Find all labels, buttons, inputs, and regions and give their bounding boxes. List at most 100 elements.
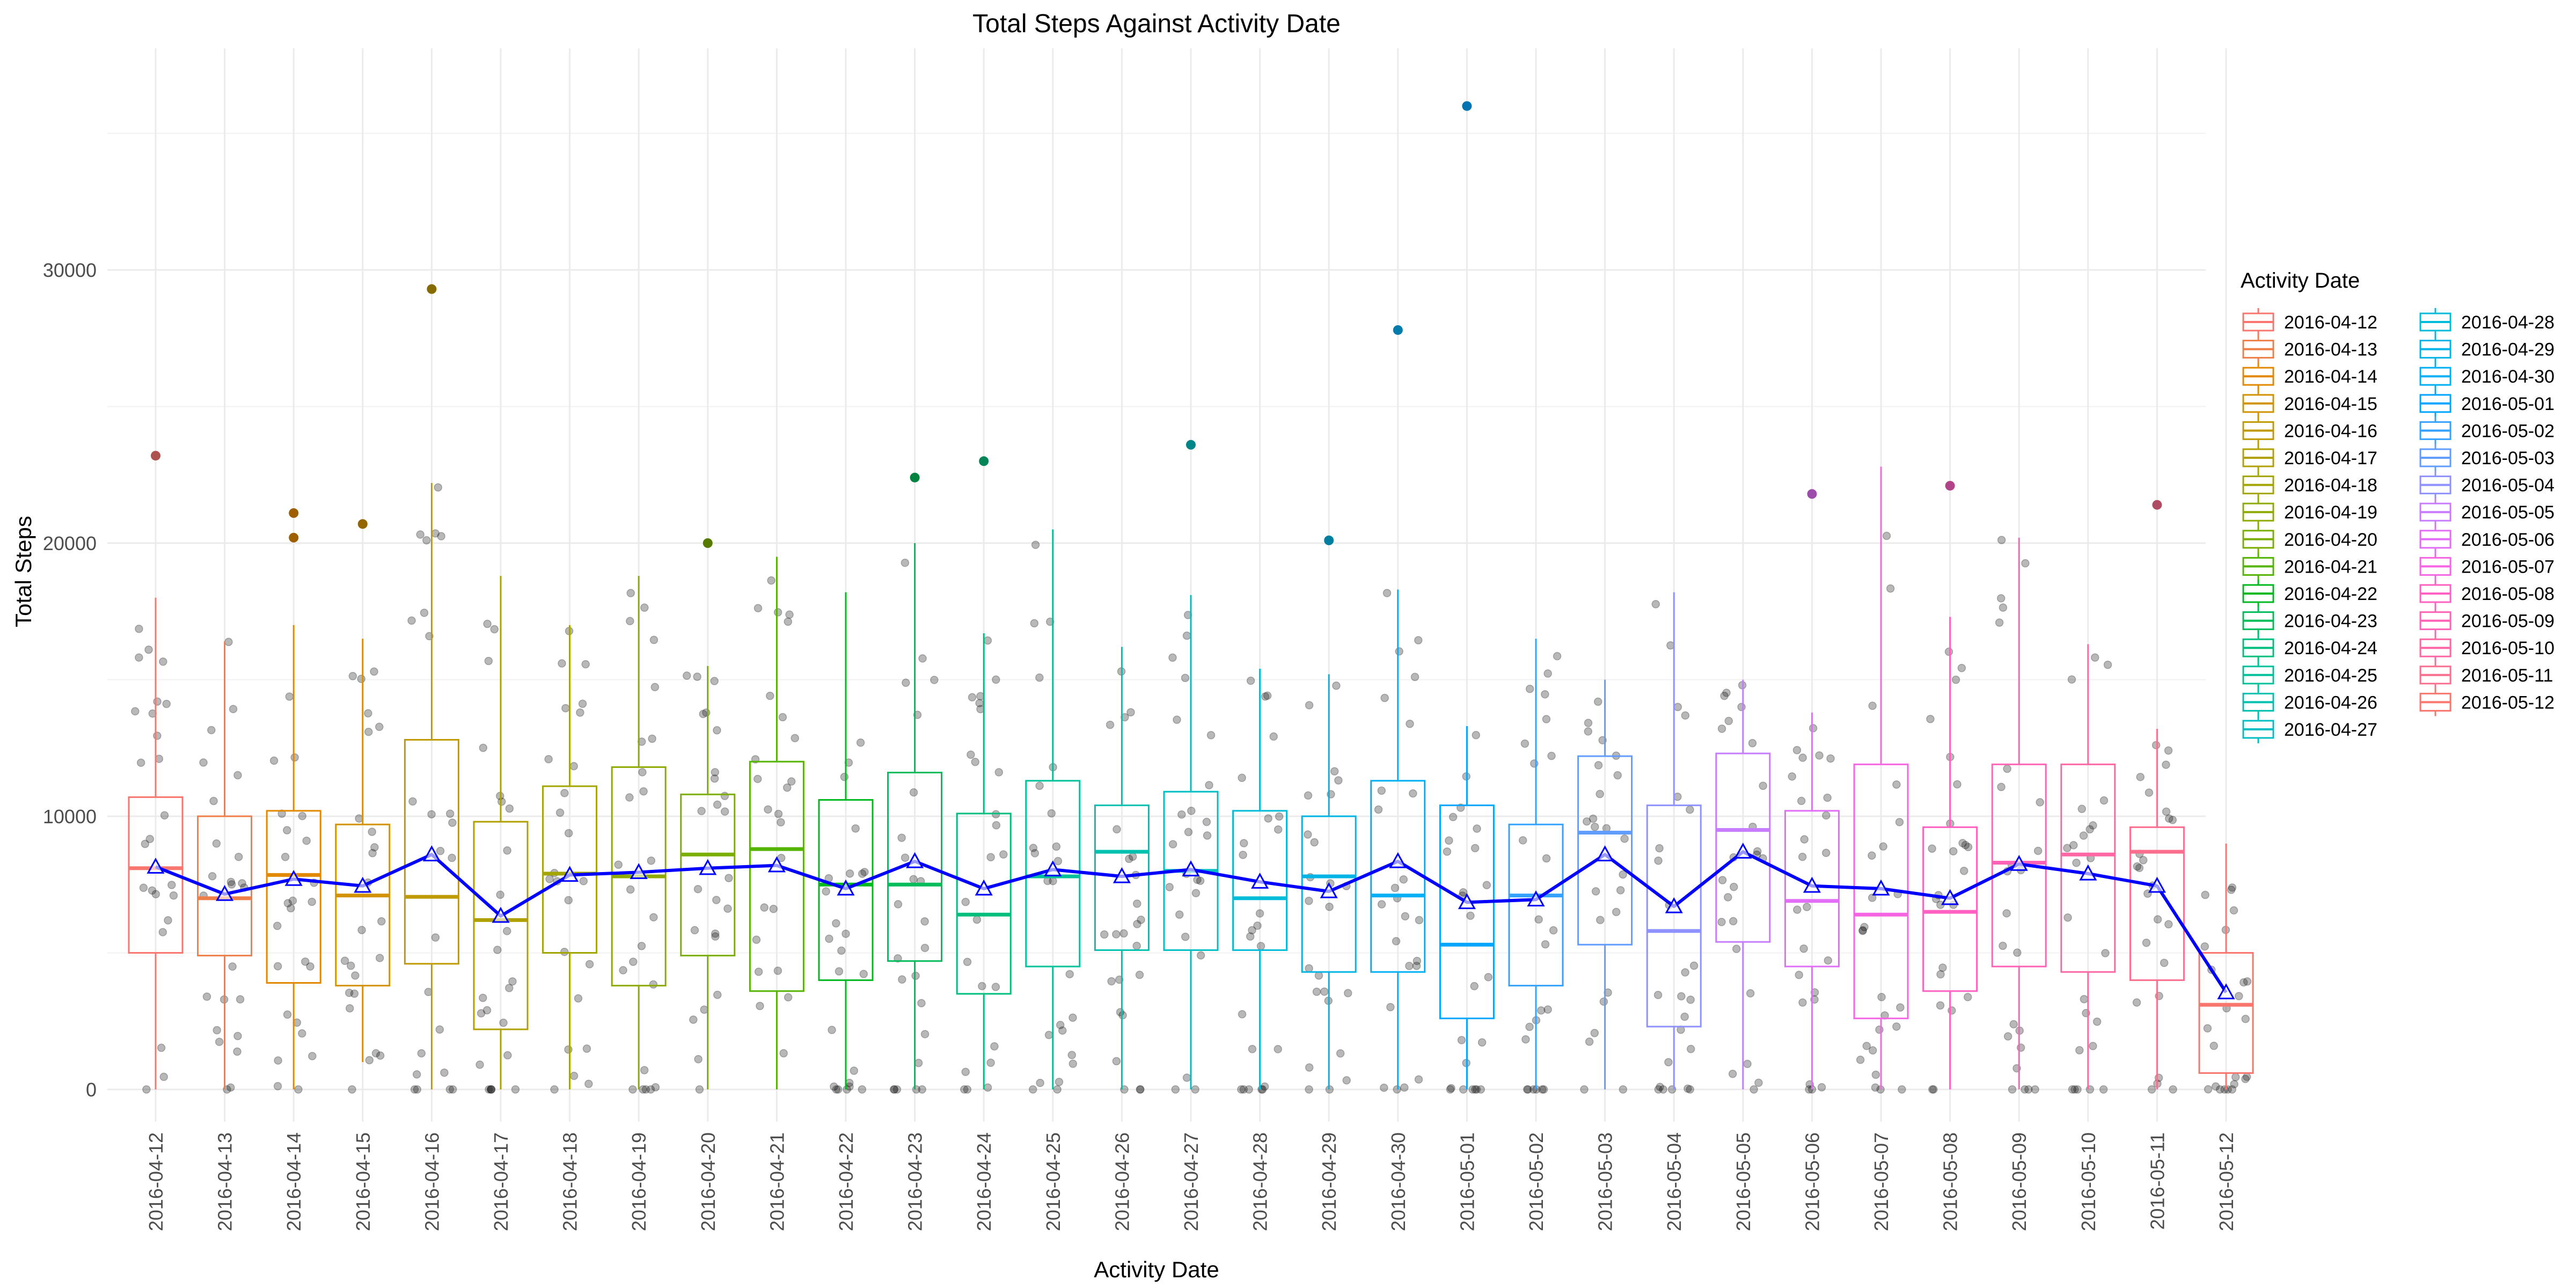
jitter-point	[720, 792, 729, 800]
mean-marker	[1251, 873, 1269, 889]
jitter-point	[723, 904, 732, 913]
jitter-point	[774, 809, 783, 818]
jitter-point	[1028, 1085, 1037, 1094]
mean-marker	[1734, 843, 1752, 859]
jitter-point	[752, 935, 761, 944]
x-tick-label: 2016-04-26	[1111, 1132, 1133, 1231]
outlier-point	[357, 519, 368, 529]
jitter-point	[1898, 1085, 1906, 1094]
jitter-point	[2153, 915, 2162, 924]
jitter-point	[1599, 997, 1608, 1006]
mean-marker	[1665, 897, 1683, 913]
jitter-point	[277, 809, 286, 818]
jitter-point	[1938, 963, 1947, 972]
jitter-point	[651, 1083, 660, 1092]
jitter-point	[1035, 781, 1044, 790]
jitter-point	[1748, 738, 1757, 748]
jitter-point	[1112, 1057, 1121, 1066]
jitter-point	[614, 860, 623, 869]
jitter-point	[2162, 807, 2171, 816]
jitter-point	[1305, 896, 1313, 905]
mean-marker	[630, 863, 648, 880]
jitter-point	[782, 783, 792, 792]
jitter-point	[1580, 1085, 1589, 1094]
jitter-point	[2230, 1080, 2238, 1088]
jitter-point	[1524, 1085, 1532, 1094]
jitter-point	[1892, 780, 1901, 789]
legend-item-2016-04-14: 2016-04-14	[2242, 362, 2377, 391]
jitter-point	[1182, 1073, 1191, 1082]
jitter-point	[348, 672, 357, 680]
jitter-point	[1310, 838, 1319, 847]
jitter-point	[693, 672, 701, 681]
jitter-point	[1724, 893, 1732, 902]
jitter-point	[918, 1085, 926, 1094]
jitter-point	[1589, 814, 1598, 823]
jitter-point	[159, 657, 167, 666]
jitter-point	[1182, 631, 1191, 640]
legend-label: 2016-04-16	[2284, 421, 2377, 441]
jitter-point	[345, 1004, 354, 1013]
jitter-point	[978, 982, 986, 991]
jitter-point	[1929, 1085, 1938, 1094]
jitter-point	[135, 653, 143, 662]
x-tick-label: 2016-04-14	[283, 1132, 305, 1231]
jitter-point	[1132, 941, 1141, 950]
jitter-point	[445, 1085, 455, 1094]
outlier-shade	[2152, 500, 2162, 510]
jitter-point	[1175, 910, 1184, 919]
jitter-point	[1949, 847, 1958, 855]
jitter-point	[1686, 1085, 1694, 1094]
jitter-point	[283, 1010, 292, 1019]
jitter-point	[1044, 1030, 1053, 1040]
jitter-point	[859, 970, 868, 978]
boxplot-2016-04-12	[128, 451, 184, 1089]
jitter-point	[961, 1067, 970, 1077]
jitter-point	[227, 880, 236, 889]
jitter-point	[228, 962, 237, 971]
chart-title: Total Steps Against Activity Date	[972, 10, 1341, 38]
jitter-point	[1656, 1082, 1664, 1092]
jitter-point	[920, 1030, 930, 1038]
jitter-point	[1100, 930, 1109, 939]
outlier-point	[1462, 101, 1472, 111]
jitter-point	[1541, 690, 1549, 699]
jitter-point	[560, 788, 569, 797]
jitter-point	[1466, 911, 1475, 920]
jitter-point	[1069, 1013, 1077, 1022]
jitter-point	[234, 852, 243, 861]
jitter-point	[1997, 536, 2006, 544]
legend-item-2016-05-04: 2016-05-04	[2419, 471, 2555, 499]
jitter-point	[448, 853, 456, 862]
jitter-point	[1473, 824, 1481, 833]
x-tick-label: 2016-04-20	[697, 1132, 719, 1231]
x-tick-label: 2016-05-11	[2146, 1132, 2168, 1230]
jitter-point	[629, 957, 638, 966]
jitter-point	[417, 1049, 426, 1058]
box-iqr	[473, 821, 529, 1030]
box-iqr	[1301, 815, 1357, 973]
jitter-point	[897, 833, 906, 842]
jitter-point	[693, 884, 702, 894]
jitter-point	[2021, 1085, 2029, 1094]
jitter-point	[1525, 684, 1534, 693]
jitter-point	[1191, 1085, 1199, 1094]
jitter-point	[416, 530, 425, 539]
outlier-shade	[1324, 535, 1334, 545]
jitter-point	[914, 1058, 923, 1067]
jitter-point	[1239, 851, 1247, 859]
jitter-point	[1395, 647, 1403, 656]
mean-marker	[492, 906, 510, 923]
jitter-point	[485, 1085, 493, 1094]
jitter-point	[1803, 903, 1811, 911]
jitter-point	[1459, 1085, 1468, 1094]
jitter-point	[1799, 944, 1808, 953]
jitter-point	[1173, 715, 1181, 724]
outlier-shade	[289, 508, 299, 518]
jitter-point	[640, 1066, 649, 1074]
jitter-point	[131, 707, 140, 716]
jitter-point	[357, 675, 365, 683]
jitter-point	[972, 915, 982, 924]
jitter-point	[1619, 870, 1627, 879]
jitter-point	[1534, 915, 1543, 924]
